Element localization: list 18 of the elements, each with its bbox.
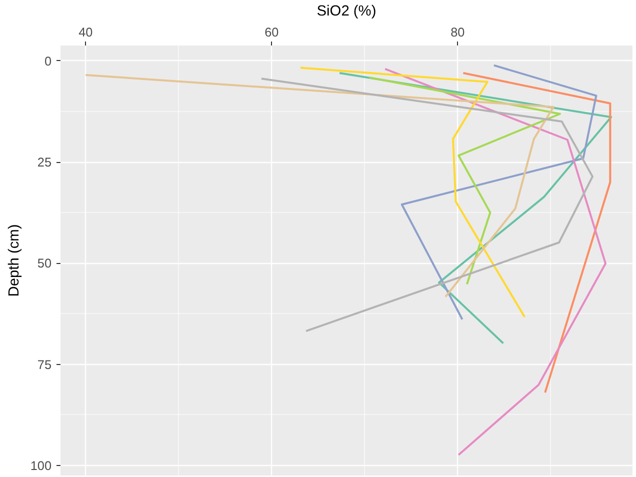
line-series xyxy=(260,78,594,332)
y-tick-label: 50 xyxy=(37,256,52,271)
y-axis-title: Depth (cm) xyxy=(6,224,22,297)
y-tick-label: 100 xyxy=(30,458,52,473)
line-series xyxy=(338,72,612,344)
x-tick-label: 80 xyxy=(450,26,465,40)
line-series xyxy=(384,68,607,456)
x-tick-label: 40 xyxy=(78,26,93,40)
line-series xyxy=(400,64,598,320)
y-tick-label: 25 xyxy=(37,156,52,170)
line-series xyxy=(368,76,561,286)
x-tick-label: 60 xyxy=(264,26,279,40)
line-series xyxy=(84,74,554,298)
line-series xyxy=(299,66,526,318)
line-series xyxy=(462,72,612,394)
y-tick-label: 0 xyxy=(44,54,52,68)
y-tick-label: 75 xyxy=(37,358,52,372)
x-axis-title: SiO2 (%) xyxy=(316,4,376,20)
